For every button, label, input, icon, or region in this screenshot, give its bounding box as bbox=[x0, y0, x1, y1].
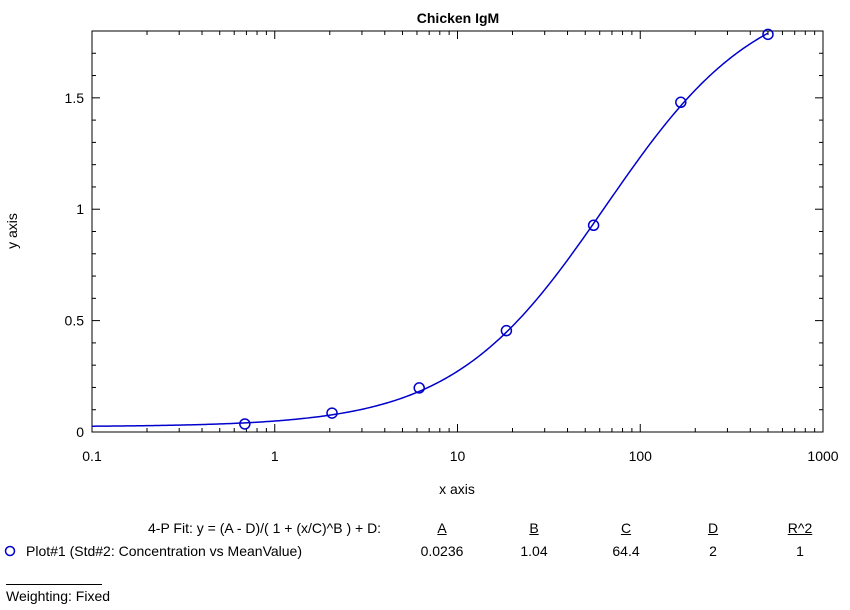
legend-marker-icon bbox=[4, 545, 16, 557]
fit-value-r2: 1 bbox=[796, 543, 804, 559]
fit-value-d: 2 bbox=[709, 543, 717, 559]
fit-header-d: D bbox=[707, 520, 719, 536]
data-point bbox=[239, 418, 251, 430]
fit-header-b: B bbox=[529, 520, 539, 536]
fit-curve bbox=[91, 32, 769, 427]
x-tick-label: 100 bbox=[629, 448, 653, 464]
y-tick-label: 1 bbox=[76, 201, 84, 217]
x-tick-label: 1 bbox=[271, 448, 279, 464]
data-point bbox=[326, 407, 338, 419]
fit-header-c: C bbox=[620, 520, 632, 536]
chart-title: Chicken IgM bbox=[417, 10, 499, 26]
fit-equation: 4-P Fit: y = (A - D)/( 1 + (x/C)^B ) + D… bbox=[148, 520, 382, 536]
fit-value-c: 64.4 bbox=[612, 543, 640, 559]
fit-header-a: A bbox=[437, 520, 447, 536]
y-tick-label: 0 bbox=[76, 424, 84, 440]
x-tick-label: 10 bbox=[450, 448, 466, 464]
data-point bbox=[762, 28, 774, 41]
legend-label: Plot#1 (Std#2: Concentration vs MeanValu… bbox=[26, 543, 303, 559]
fit-header-r2: R^2 bbox=[787, 520, 813, 536]
data-point bbox=[675, 96, 687, 109]
x-tick-label: 0.1 bbox=[82, 448, 102, 464]
x-axis-ticks: 0.1 1 10 100 1000 bbox=[82, 31, 839, 464]
fit-value-b: 1.04 bbox=[520, 543, 548, 559]
separator-line bbox=[6, 584, 102, 585]
data-point bbox=[413, 382, 425, 394]
y-tick-label: 1.5 bbox=[65, 90, 85, 106]
x-tick-label: 1000 bbox=[807, 448, 838, 464]
y-tick-label: 0.5 bbox=[65, 313, 85, 329]
y-axis-label: y axis bbox=[4, 213, 20, 249]
y-axis-ticks: 0 0.5 1 1.5 bbox=[65, 52, 823, 440]
x-axis-label: x axis bbox=[439, 481, 475, 497]
fit-value-a: 0.0236 bbox=[420, 543, 464, 559]
weighting-label: Weighting: Fixed bbox=[6, 588, 111, 604]
data-point bbox=[500, 324, 513, 337]
data-points bbox=[239, 28, 774, 430]
data-point bbox=[587, 219, 600, 232]
